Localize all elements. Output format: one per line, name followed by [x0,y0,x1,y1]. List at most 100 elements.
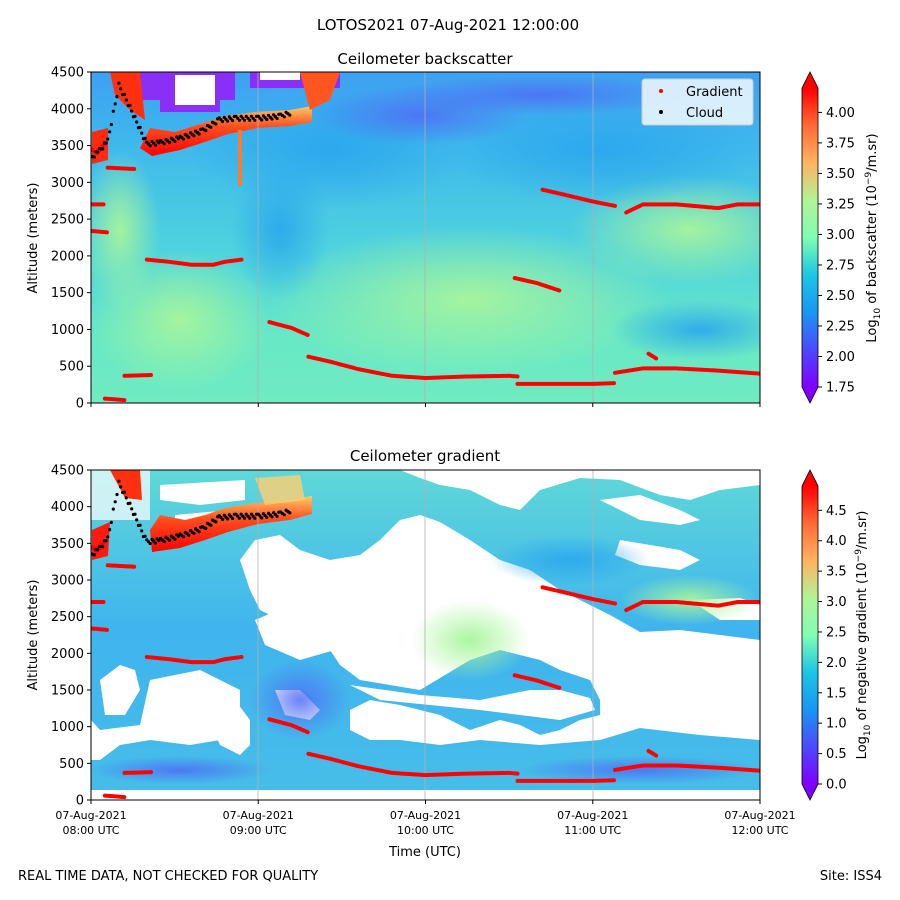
gradient-ytick-label: 0 [76,794,84,809]
backscatter-ytick-label: 2000 [51,249,84,264]
gradient-xtick-date: 07-Aug-2021 [55,809,126,822]
gradient-gradient-series [105,563,138,569]
gradient-title: Ceilometer gradient [350,447,500,465]
backscatter-layer-overlay [91,81,760,403]
backscatter-cloud-point [182,137,186,141]
backscatter-gradient-series [512,276,562,293]
backscatter-cloud-point [226,119,230,123]
backscatter-cloud-point [148,144,152,148]
gradient-xtick-time: 11:00 UTC [564,824,621,837]
backscatter-cloud-point [96,150,100,154]
backscatter-cloud-point [113,102,117,106]
gradient-gradient-series [624,600,760,613]
backscatter-ytick-label: 0 [76,397,84,412]
backscatter-cloud-point [111,109,115,113]
gradient-ytick-label: 4500 [51,464,84,479]
gradient-cloud-point [192,531,196,536]
gradient-cloud-point [133,512,137,516]
backscatter-cloud-point [231,119,235,123]
gradient-cloud-point [138,523,142,527]
gradient-ytick-label: 3500 [51,537,84,552]
backscatter-colorbar-tick-label: 3.25 [826,197,855,212]
backscatter-colorbar-tick-label: 3.75 [826,136,855,151]
backscatter-cloud-point [275,116,279,121]
gradient-colorbar-tick-label: 1.5 [826,686,847,701]
backscatter-ytick-label: 1500 [51,286,84,301]
backscatter-cloud-point [253,118,257,122]
backscatter-ytick-label: 4500 [51,66,84,81]
legend-gradient-label: Gradient [686,85,743,100]
backscatter-cloud-point [214,122,218,126]
backscatter-cloud-point [237,118,241,122]
backscatter-colorbar-tick-label: 2.25 [826,319,855,334]
gradient-cloud-point [275,514,279,518]
backscatter-gradient-series [613,366,760,376]
backscatter-cloud-point [101,147,105,151]
legend-gradient-marker [659,89,663,93]
gradient-cloud-point [265,515,269,520]
gradient-cloud-point [101,545,105,549]
gradient-ytick-label: 4000 [51,500,84,515]
gradient-colorbar-tick-label: 1.0 [826,717,847,732]
backscatter-gradient-series [122,373,155,378]
backscatter-cloud-point [260,118,264,122]
gradient-cloud-point [119,485,123,489]
gradient-cloud-point [248,516,252,520]
backscatter-cloud-point [187,135,191,139]
backscatter-colorbar-tick-label: 2.50 [826,289,855,304]
gradient-cloud-point [237,516,241,520]
backscatter-gradient-series [306,354,520,381]
gradient-ytick-label: 1500 [51,684,84,699]
backscatter-cloud-point [140,131,144,135]
gradient-cloud-point [157,539,161,543]
gradient-cloud-point [115,492,119,497]
gradient-ytick-label: 1000 [51,720,84,735]
backscatter-gradient-series [102,396,127,403]
gradient-cloud-point [221,517,225,522]
backscatter-heatmap [91,72,760,403]
gradient-cloud-point [176,534,180,539]
gradient-cloud-point [231,516,235,521]
gradient-cloud-point [148,541,152,546]
gradient-gradient-series [515,778,617,783]
gradient-cloud-point [153,541,158,545]
backscatter-cloud-point [115,95,119,99]
gradient-gradient-series [540,585,617,606]
backscatter-colorbar: 1.75 2.00 2.25 2.50 2.75 3.00 3.25 3.50 3.75 4.00… [801,71,883,404]
backscatter-y-ticks: 0 500 1000 1500 2000 2500 3000 3500 4000 4500 [51,66,91,412]
backscatter-grid [257,72,594,403]
backscatter-colorbar-tick-label: 4.00 [826,106,855,121]
backscatter-gradient-series [144,257,244,267]
backscatter-cloud-point [135,120,139,124]
gradient-cloud-point [117,479,121,483]
backscatter-cloud-point [106,137,110,141]
gradient-layer-overlay [91,479,760,800]
backscatter-cloud-point [197,132,201,136]
backscatter-cloud-point [192,134,196,138]
gradient-gradient-series [102,793,127,800]
gradient-gradient-series [144,655,244,665]
gradient-cloud-point [288,511,292,515]
footer-quality-note: REAL TIME DATA, NOT CHECKED FOR QUALITY [18,869,319,884]
gradient-ytick-label: 3000 [51,574,84,589]
gradient-cloud-point [173,537,177,541]
gradient-cloud-point [108,528,112,532]
backscatter-colorbar-tick-label: 2.75 [826,258,855,273]
gradient-xtick-time: 12:00 UTC [731,824,788,837]
backscatter-cloud-point [270,117,274,121]
figure-title: LOTOS2021 07-Aug-2021 12:00:00 [317,16,579,34]
backscatter-gradient-series [91,228,110,235]
gradient-gradient-series [306,751,520,778]
backscatter-cloud-point [265,117,269,122]
backscatter-ytick-label: 500 [59,360,84,375]
gradient-panel: Ceilometer gradient [26,447,873,860]
gradient-colorbar-tick-label: 4.0 [826,534,847,549]
backscatter-cloud-point [173,139,177,143]
backscatter-cloud-point [168,141,172,145]
gradient-cloud-point [209,523,213,527]
backscatter-x-ticks [90,403,761,407]
backscatter-cloud-point [108,130,112,134]
backscatter-cloud-point [282,115,286,119]
backscatter-gradient-series [267,320,311,338]
gradient-cloud-point [182,535,186,539]
